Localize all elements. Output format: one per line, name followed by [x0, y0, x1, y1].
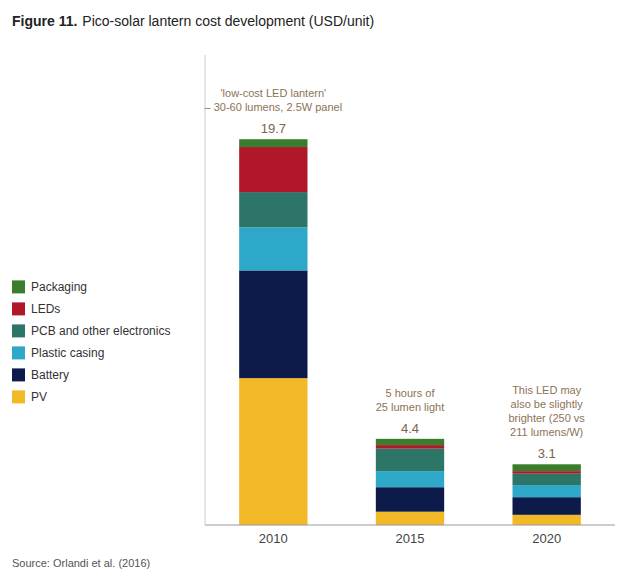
subtitle: Pico-solar lantern cost development (USD…: [82, 13, 374, 29]
bars: [239, 139, 581, 525]
x-tick-label: 2015: [396, 531, 425, 546]
total-label: 3.1: [538, 446, 556, 461]
legend-label: Plastic casing: [31, 346, 104, 360]
title-bold: Figure 11.: [12, 13, 77, 29]
legend-label: Battery: [31, 368, 69, 382]
x-tick-label: 2020: [532, 531, 561, 546]
legend-label: PV: [31, 390, 47, 404]
title: Figure 11. Pico-solar lantern cost develo…: [12, 13, 374, 29]
bar-segment: [239, 147, 307, 192]
bar-segment: [376, 445, 444, 449]
bar-segment: [513, 464, 581, 471]
legend-label: Packaging: [31, 280, 87, 294]
x-tick-label: 2010: [259, 531, 288, 546]
bar-segment: [239, 139, 307, 147]
bar-segment: [513, 497, 581, 515]
bar-segment: [513, 485, 581, 497]
bar-segment: [239, 192, 307, 227]
bar-segment: [376, 487, 444, 511]
bar-segment: [376, 439, 444, 445]
bar-segment: [376, 512, 444, 525]
legend-swatch: [12, 368, 25, 381]
legend-label: LEDs: [31, 302, 60, 316]
source: Source: Orlandi et al. (2016): [12, 557, 150, 569]
legend-swatch: [12, 324, 25, 337]
bar-segment: [513, 515, 581, 525]
legend-swatch: [12, 280, 25, 293]
bar-segment: [376, 449, 444, 472]
y-axis: [205, 55, 206, 525]
legend-label: PCB and other electronics: [31, 324, 170, 338]
legend-swatch: [12, 346, 25, 359]
bar-segment: [376, 471, 444, 487]
chart: Figure 11. Pico-solar lantern cost develo…: [0, 0, 631, 577]
bar-segment: [513, 471, 581, 474]
legend: Packaging LEDs PCB and other electronics Pl…: [12, 280, 170, 404]
total-label: 19.7: [261, 121, 286, 136]
bar-segment: [513, 474, 581, 485]
bar-segment: [239, 378, 307, 525]
bar-segment: [239, 270, 307, 378]
annotation: 5 hours of25 lumen light: [376, 387, 445, 413]
bar-segment: [239, 227, 307, 270]
total-label: 4.4: [401, 421, 419, 436]
legend-swatch: [12, 302, 25, 315]
legend-swatch: [12, 390, 25, 403]
x-axis: [205, 525, 615, 526]
annotation: This LED mayalso be slightlybrighter (25…: [508, 384, 585, 438]
annotation: 'low-cost LED lantern'– 30-60 lumens, 2.…: [205, 87, 343, 113]
